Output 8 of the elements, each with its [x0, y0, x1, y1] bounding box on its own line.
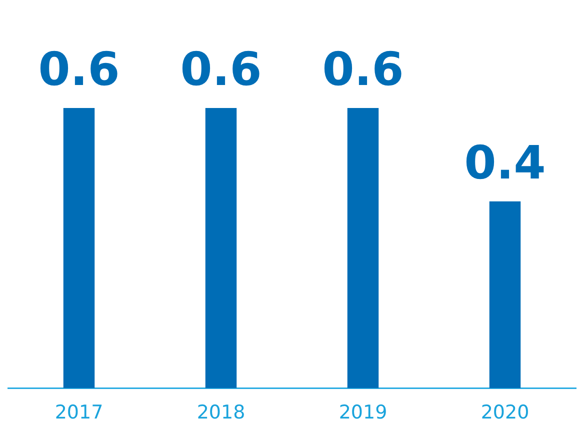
x-tick-label: 2017 — [54, 402, 104, 424]
data-label: 0.6 — [180, 42, 262, 96]
data-label: 0.6 — [322, 42, 404, 96]
data-label: 0.6 — [38, 42, 120, 96]
data-label: 0.4 — [464, 135, 546, 190]
x-tick-label: 2019 — [338, 402, 388, 424]
x-tick-label: 2020 — [480, 402, 530, 424]
x-tick-label: 2018 — [196, 402, 246, 424]
